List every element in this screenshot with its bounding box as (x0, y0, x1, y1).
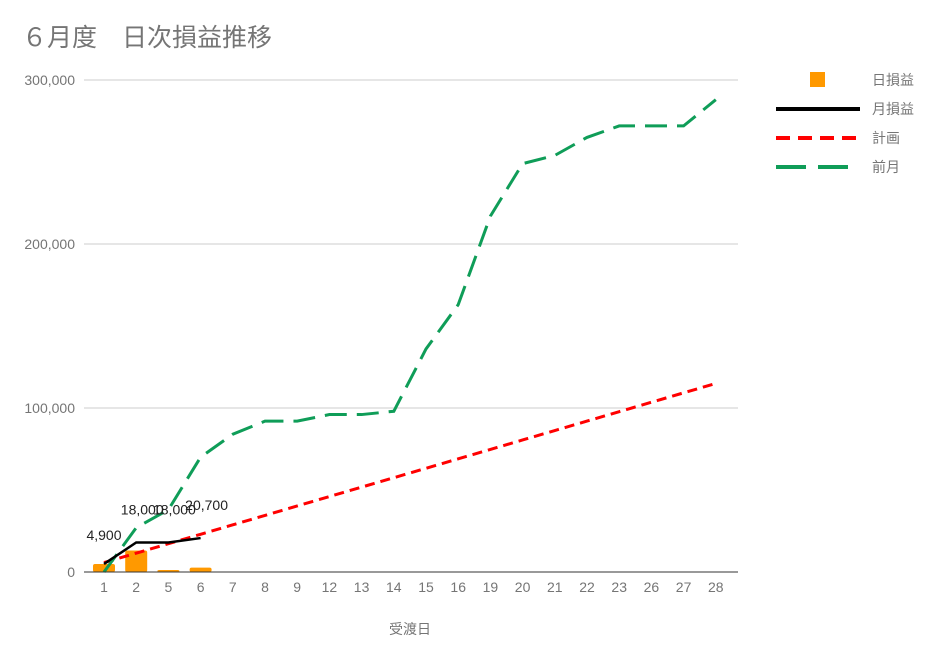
x-tick-label: 5 (165, 579, 173, 595)
x-tick-label: 13 (354, 579, 370, 595)
bar-daily (125, 550, 148, 572)
x-tick-label: 7 (229, 579, 237, 595)
x-tick-label: 20 (515, 579, 531, 595)
x-tick-label: 26 (644, 579, 660, 595)
y-tick-label: 200,000 (24, 236, 75, 252)
x-tick-label: 12 (322, 579, 338, 595)
legend-label: 日損益 (872, 72, 914, 88)
line-monthly (103, 536, 201, 566)
x-axis-label: 受渡日 (389, 621, 431, 637)
x-tick-label: 15 (418, 579, 434, 595)
x-tick-label: 14 (386, 579, 402, 595)
legend-label: 月損益 (872, 101, 914, 117)
bar-daily (189, 567, 212, 572)
line-plan (103, 381, 717, 565)
x-tick-label: 1 (100, 579, 108, 595)
legend-label: 計画 (872, 130, 900, 146)
x-tick-label: 6 (197, 579, 205, 595)
x-tick-label: 2 (132, 579, 140, 595)
legend-label: 前月 (872, 159, 900, 175)
data-label: 20,700 (185, 497, 228, 513)
x-tick-label: 22 (579, 579, 595, 595)
x-tick-label: 16 (450, 579, 466, 595)
y-tick-label: 0 (67, 564, 75, 580)
y-tick-label: 300,000 (24, 72, 75, 88)
y-tick-label: 100,000 (24, 400, 75, 416)
line-prev-month (102, 98, 717, 573)
data-label: 18,000 (121, 501, 164, 517)
data-label: 18,000 (153, 501, 196, 517)
data-label: 4,900 (86, 527, 121, 543)
chart-title: ６月度 日次損益推移 (22, 23, 273, 52)
x-tick-label: 19 (483, 579, 499, 595)
x-tick-label: 8 (261, 579, 269, 595)
x-tick-label: 28 (708, 579, 724, 595)
legend-marker-daily (810, 72, 825, 87)
x-tick-label: 23 (611, 579, 627, 595)
x-tick-label: 9 (293, 579, 301, 595)
x-tick-label: 21 (547, 579, 563, 595)
x-tick-label: 27 (676, 579, 692, 595)
